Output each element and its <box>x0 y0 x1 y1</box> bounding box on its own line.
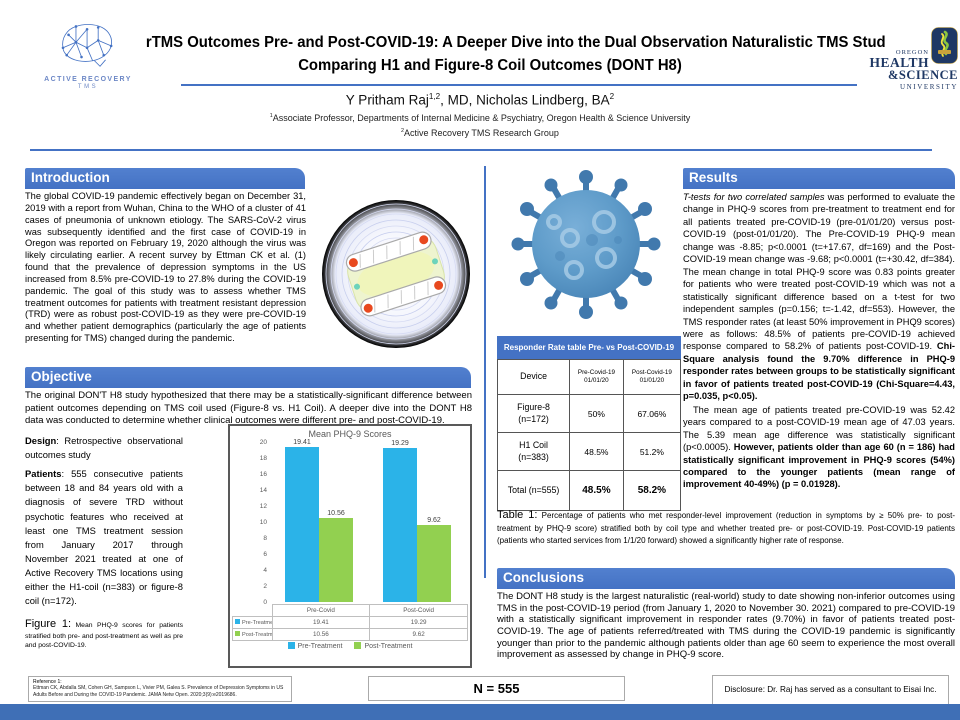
chart-legend: Pre-Treatment Post-Treatment <box>230 642 470 650</box>
y-axis-tick: 4 <box>263 566 267 574</box>
header-divider-line <box>30 149 932 151</box>
category-pre-covid: Pre-Covid <box>271 604 371 617</box>
reference-text: Ettman CK, Abdalla SM, Cohen GH, Sampson… <box>33 685 284 698</box>
logo-text-active-recovery: ACTIVE RECOVERY <box>44 76 132 83</box>
y-axis-tick: 2 <box>263 582 267 590</box>
logo-text-tms: TMS <box>77 84 99 90</box>
results-body: T-tests for two correlated samples was p… <box>683 191 955 491</box>
ohsu-shield-icon <box>931 27 958 69</box>
bottom-accent-bar <box>0 704 960 720</box>
bar-pre-treatment-pre-covid <box>285 446 319 602</box>
objective-body: The original DON'T H8 study hypothesized… <box>25 390 472 427</box>
affiliation-1: 1Associate Professor, Departments of Int… <box>269 113 691 123</box>
introduction-body: The global COVID-19 pandemic effectively… <box>25 191 306 344</box>
table1-caption: Table 1: Percentage of patients who met … <box>497 509 955 545</box>
responder-rate-table: Responder Rate table Pre- vs Post-COVID-… <box>496 336 682 511</box>
title-line-2: Comparing H1 and Figure-8 Coil Outcomes … <box>298 57 682 75</box>
chart-title: Mean PHQ-9 Scores <box>308 429 392 439</box>
category-post-covid: Post-Covid <box>369 604 468 617</box>
reference-box: Reference 1: Ettman CK, Abdalla SM, Cohe… <box>28 676 292 702</box>
title-line-1: rTMS Outcomes Pre- and Post-COVID-19: A … <box>145 34 886 51</box>
bar-value-label: 19.29 <box>391 439 409 447</box>
bar-value-label: 19.41 <box>293 438 311 446</box>
column-divider-line <box>484 166 486 578</box>
y-axis-tick: 18 <box>259 454 267 462</box>
bar-post-treatment-post-covid <box>417 525 451 602</box>
table1-label: Table 1: <box>497 509 538 521</box>
conclusions-header: Conclusions <box>497 568 955 589</box>
y-axis-tick: 16 <box>259 470 267 478</box>
ohsu-logo: OREGON HEALTH &SCIENCE UNIVERSITY <box>869 27 958 91</box>
table-row: Post-Treatment 10.56 9.62 <box>232 628 468 641</box>
y-axis-tick: 10 <box>259 518 267 526</box>
y-axis-tick: 20 <box>259 438 267 446</box>
poster-title: rTMS Outcomes Pre- and Post-COVID-19: A … <box>120 31 886 77</box>
chart-data-table: Pre-Covid Post-Covid Pre-Treatment 19.41… <box>232 604 468 641</box>
table-row-total: Total (n=555) 48.5% 58.2% <box>496 470 682 511</box>
y-axis-tick: 6 <box>263 550 267 558</box>
table-header-row: Device Pre-Covid-19 01/01/20 Post-Covid-1… <box>496 359 682 395</box>
disclosure-box: Disclosure: Dr. Raj has served as a cons… <box>712 675 949 705</box>
bar-value-label: 10.56 <box>327 509 345 517</box>
sample-size-box: N = 555 <box>368 676 625 701</box>
figure1-label: Figure 1: <box>25 618 72 631</box>
ohsu-health: HEALTH <box>869 54 929 70</box>
authors-line: Y Pritham Raj1,2, MD, Nicholas Lindberg,… <box>345 92 615 108</box>
tms-coil-field-image <box>322 194 470 354</box>
ohsu-university: UNIVERSITY <box>900 82 958 91</box>
table-row-figure8: Figure-8 (n=172) 50% 67.06% <box>496 394 682 433</box>
figure1-chart: Mean PHQ-9 Scores 0 2 4 6 8 10 12 14 16 18 20 19.41… <box>228 424 472 668</box>
figure1-plot: 0 2 4 6 8 10 12 14 16 18 20 19.41 19.29 10.56 9.62 <box>260 438 466 606</box>
title-underline <box>181 84 857 86</box>
brain-network-icon <box>55 24 121 74</box>
patients-paragraph: Patients: 555 consecutive patients betwe… <box>25 468 183 607</box>
design-paragraph: Design: Retrospective observational outc… <box>25 435 183 461</box>
figure1-caption: Figure 1: Mean PHQ-9 scores for patients… <box>25 618 183 650</box>
affiliation-2: 2Active Recovery TMS Research Group <box>401 128 559 138</box>
legend-item-post-treatment: Post-Treatment <box>354 642 412 650</box>
table-row-h1coil: H1 Coil (n=383) 48.5% 51.2% <box>496 432 682 471</box>
y-axis-tick: 12 <box>259 502 267 510</box>
bar-pre-treatment-post-covid <box>383 447 417 602</box>
table-row: Pre-Treatment 19.41 19.29 <box>232 616 468 629</box>
responder-table-title: Responder Rate table Pre- vs Post-COVID-… <box>497 336 681 359</box>
ohsu-science: &SCIENCE <box>888 68 958 82</box>
results-header: Results <box>683 168 955 189</box>
introduction-header: Introduction <box>25 168 305 189</box>
results-paragraph-2: The mean age of patients treated pre-COV… <box>683 404 955 490</box>
coronavirus-image <box>508 166 664 328</box>
ohsu-oregon: OREGON <box>895 48 929 56</box>
table-row: Pre-Covid Post-Covid <box>232 604 468 617</box>
reference-label: Reference 1: <box>33 679 62 685</box>
y-axis-tick: 14 <box>259 486 267 494</box>
legend-item-pre-treatment: Pre-Treatment <box>287 642 342 650</box>
bar-post-treatment-pre-covid <box>319 517 353 602</box>
y-axis-tick: 0 <box>263 598 267 606</box>
methods-block: Design: Retrospective observational outc… <box>25 434 183 651</box>
conclusions-body: The DONT H8 study is the largest natural… <box>497 591 955 661</box>
bar-value-label: 9.62 <box>427 517 441 525</box>
active-recovery-logo: ACTIVE RECOVERY TMS <box>26 20 150 90</box>
y-axis-tick: 8 <box>263 534 267 542</box>
results-paragraph-1: T-tests for two correlated samples was p… <box>683 192 955 402</box>
objective-header: Objective <box>25 367 471 388</box>
